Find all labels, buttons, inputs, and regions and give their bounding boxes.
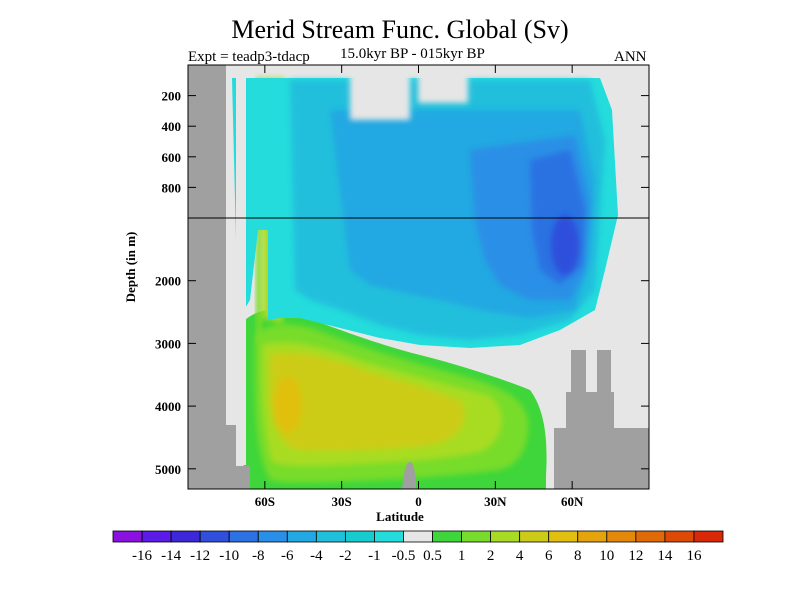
y-tick-label: 3000 [155,336,181,351]
x-axis-label: Latitude [376,509,424,524]
y-axis: 200 400 600 800 2000 3000 4000 5000 [155,89,649,477]
colorbar-swatch [286,530,317,543]
colorbar-label: -12 [190,548,210,564]
near-zero-notch-upper [350,65,410,120]
colorbar-label: -16 [132,548,152,564]
colorbar-swatch [403,530,433,543]
y-tick-label: 4000 [155,399,181,414]
colorbar-label: 6 [545,548,553,564]
colorbar-label: 4 [516,548,524,564]
colorbar-swatch [228,530,259,543]
bottom-cell-core [274,377,302,433]
colorbar-swatch [490,530,521,543]
period-label: 15.0kyr BP - 015kyr BP [340,46,485,62]
y-tick-label: 200 [162,89,182,104]
x-axis: 60S 30S 0 30N 60N [255,65,584,509]
experiment-label: Expt = teadp3-tdacp [188,49,310,65]
colorbar-swatch [664,530,695,543]
colorbar-swatch [112,530,143,543]
y-tick-label: 2000 [155,274,181,289]
y-tick-label: 400 [162,119,182,134]
near-zero-notch-top [418,65,468,103]
near-zero-column-left [236,65,246,465]
colorbar-swatch [199,530,230,543]
colorbar-swatch [344,530,375,543]
antarctica-topography [188,65,250,489]
colorbar-swatch [257,530,288,543]
colorbar-label: 1 [458,548,466,564]
colorbar-swatch [374,530,404,543]
colorbar-swatch [519,530,550,543]
colorbar-swatch [461,530,492,543]
bottom-cell-band-4 [270,352,465,451]
y-tick-label: 800 [162,180,182,195]
colorbar-swatch [170,530,201,543]
x-tick-label: 60N [561,494,584,509]
season-label: ANN [614,49,647,65]
colorbar-label: 16 [686,548,702,564]
field-layer [188,65,649,489]
colorbar-swatch [693,530,724,543]
colorbar-swatch [315,530,346,543]
x-tick-label: 30S [332,494,352,509]
y-tick-label: 600 [162,150,182,165]
colorbar-label: -8 [252,548,265,564]
colorbar-swatch [606,530,637,543]
colorbar-label: -6 [281,548,294,564]
overturning-cell [232,78,618,348]
x-tick-label: 30N [484,494,507,509]
northern-topography [554,350,649,489]
y-tick-label: 5000 [155,462,181,477]
colorbar-label: 10 [599,548,614,564]
x-tick-label: 0 [415,494,422,509]
colorbar-swatch [577,530,608,543]
colorbar-swatch [432,530,462,543]
colorbar-label: 2 [487,548,495,564]
colorbar: -16 -14 -12 -10 -8 -6 -4 -2 -1 -0.5 0.5 1 2 4 6 8 10 12 14… [112,530,724,564]
colorbar-label: 12 [628,548,643,564]
colorbar-label: -10 [219,548,239,564]
chart-title: Merid Stream Func. Global (Sv) [231,15,569,44]
colorbar-label: 14 [657,548,673,564]
x-tick-label: 60S [255,494,275,509]
colorbar-label: 8 [574,548,582,564]
land-topography [188,65,649,489]
colorbar-swatch [548,530,579,543]
colorbar-label: -1 [368,548,381,564]
colorbar-label: -0.5 [392,548,416,564]
equatorial-ridge [402,462,416,489]
colorbar-label: -4 [310,548,323,564]
colorbar-label: -2 [339,548,352,564]
colorbar-swatch [141,530,172,543]
colorbar-swatch [635,530,666,543]
colorbar-label: -14 [161,548,181,564]
colorbar-label: 0.5 [423,548,442,564]
cell-core [551,215,579,275]
